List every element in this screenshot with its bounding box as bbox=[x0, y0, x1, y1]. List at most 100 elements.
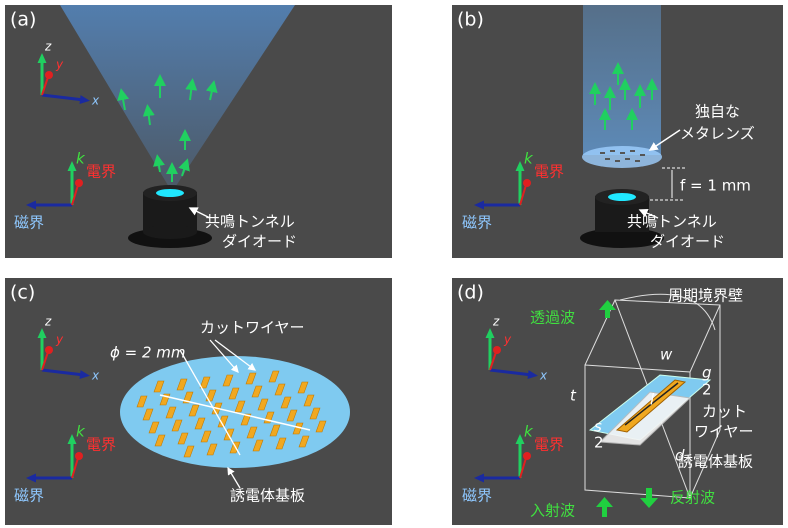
reflected-label: 反射波 bbox=[670, 489, 715, 507]
device-label: ダイオード bbox=[222, 233, 297, 251]
arrow-head bbox=[474, 473, 484, 483]
k-label: k bbox=[524, 423, 534, 441]
cut-wire bbox=[177, 432, 189, 445]
dim-g2: 2 bbox=[702, 381, 712, 399]
transmitted-arrow bbox=[599, 300, 616, 318]
cut-wire bbox=[222, 374, 234, 387]
cut-wire bbox=[274, 383, 286, 396]
cut-wire bbox=[136, 395, 148, 408]
magnetic-label: 磁界 bbox=[14, 214, 44, 232]
cut-wire bbox=[280, 396, 292, 409]
cut-wire bbox=[154, 434, 166, 447]
cut-wire bbox=[257, 398, 269, 411]
cut-wire bbox=[142, 408, 154, 421]
e-field bbox=[519, 457, 527, 479]
cut-wire bbox=[315, 420, 327, 433]
metalens bbox=[582, 146, 662, 168]
incident-label: 入射波 bbox=[530, 502, 575, 520]
panel-label: (d) bbox=[457, 282, 484, 304]
panel-label: (b) bbox=[457, 9, 484, 31]
cut-wire bbox=[275, 437, 287, 450]
cut-wire bbox=[153, 380, 165, 393]
cut-wire bbox=[298, 435, 310, 448]
arrow-head bbox=[474, 200, 484, 210]
magnetic-label: 磁界 bbox=[462, 487, 492, 505]
lens-label: メタレンズ bbox=[680, 125, 755, 143]
pointer bbox=[214, 339, 257, 371]
cut-wire bbox=[251, 385, 263, 398]
dim-s: s bbox=[594, 418, 602, 436]
cut-wire bbox=[297, 381, 309, 394]
lens-label: 独自な bbox=[695, 103, 740, 121]
magnetic-label: 磁界 bbox=[462, 214, 492, 232]
substrate-label: 誘電体基板 bbox=[678, 453, 753, 471]
cut-wire bbox=[194, 417, 206, 430]
beam-cone bbox=[60, 5, 295, 192]
arrow-head bbox=[485, 328, 495, 338]
arrow-head bbox=[515, 161, 525, 171]
e-field-head bbox=[75, 452, 83, 460]
cut-wire bbox=[171, 419, 183, 432]
axis-arrow bbox=[41, 93, 85, 102]
incident-arrow bbox=[596, 497, 613, 517]
axis-label: z bbox=[44, 315, 52, 329]
e-field bbox=[71, 457, 79, 479]
e-field-head bbox=[523, 452, 531, 460]
cut-wire bbox=[268, 370, 280, 383]
e-field-head bbox=[75, 179, 83, 187]
cut-wire bbox=[176, 378, 188, 391]
arrow-head bbox=[67, 161, 77, 171]
diameter-label: ϕ = 2 mm bbox=[110, 344, 186, 362]
axis-label: z bbox=[44, 40, 52, 54]
cut-wire bbox=[199, 376, 211, 389]
dim-l bbox=[624, 382, 679, 426]
dim-t: t bbox=[570, 387, 577, 405]
device-aperture bbox=[608, 193, 636, 201]
electric-label: 電界 bbox=[86, 163, 116, 181]
electric-label: 電界 bbox=[534, 163, 564, 181]
cut-wire bbox=[183, 445, 195, 458]
field-arrows bbox=[589, 62, 658, 130]
focal-label: f = 1 mm bbox=[680, 177, 751, 195]
pointer bbox=[648, 129, 681, 151]
panel-c: (c) カットワイヤー ϕ = 2 mm 誘電体基板 bbox=[10, 282, 350, 505]
dim-d: d bbox=[675, 447, 685, 465]
e-field bbox=[71, 184, 79, 206]
axis-label: x bbox=[91, 369, 100, 383]
cell-wall bbox=[619, 293, 716, 331]
device-base bbox=[580, 228, 664, 248]
arrow-head bbox=[515, 434, 525, 444]
dim-l: l bbox=[650, 391, 655, 409]
panel-d-bg bbox=[452, 278, 783, 525]
dim-g: g bbox=[702, 364, 712, 382]
cut-wire bbox=[206, 443, 218, 456]
k-label: k bbox=[524, 150, 534, 168]
cell-back bbox=[614, 299, 721, 500]
panel-d-labels: (d) 透過波 周期境界壁 w g 2 t l s 2 d カット ワイヤー 誘… bbox=[457, 282, 754, 520]
axis-y bbox=[489, 351, 497, 371]
cut-wire bbox=[228, 387, 240, 400]
axis-y bbox=[41, 76, 49, 96]
electric-label: 電界 bbox=[534, 436, 564, 454]
pointer bbox=[638, 208, 659, 219]
cut-wire bbox=[240, 413, 252, 426]
cut-wire bbox=[217, 415, 229, 428]
beam-column bbox=[583, 5, 661, 155]
transmitted-label: 透過波 bbox=[530, 309, 575, 327]
lens-wires bbox=[600, 150, 645, 162]
cut-wire bbox=[245, 372, 257, 385]
wire-label: ワイヤー bbox=[694, 423, 754, 441]
axis-y bbox=[41, 351, 49, 371]
pointer bbox=[188, 207, 211, 219]
cut-wire bbox=[286, 409, 298, 422]
boundary-label: 周期境界壁 bbox=[668, 287, 743, 305]
panel-label: (a) bbox=[10, 9, 36, 31]
arrow-head bbox=[67, 434, 77, 444]
axis-arrow bbox=[41, 368, 85, 377]
cut-wire bbox=[303, 394, 315, 407]
dim-w: w bbox=[660, 346, 673, 364]
arrow-head bbox=[26, 200, 36, 210]
e-field-head bbox=[523, 179, 531, 187]
